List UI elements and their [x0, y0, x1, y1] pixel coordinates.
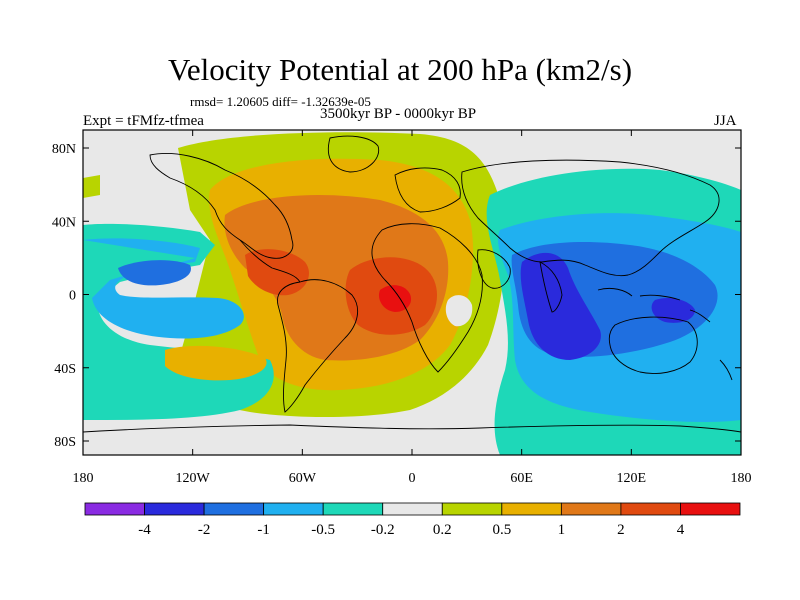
- period-label: 3500kyr BP - 0000kyr BP: [320, 106, 477, 122]
- x-tick-label: 60E: [510, 471, 533, 486]
- colorbar-box: [144, 502, 205, 516]
- map-title: Velocity Potential at 200 hPa (km2/s): [167, 52, 633, 87]
- contour-pos0.5-pacific: [165, 345, 267, 381]
- contour-field: [83, 130, 741, 455]
- colorbar-box: [620, 502, 681, 516]
- x-tick-label: 180: [731, 471, 752, 486]
- colorbar-box: [382, 502, 443, 516]
- greenland-coast: [328, 135, 380, 173]
- x-tick-label: 120E: [617, 471, 647, 486]
- experiment-label: Expt = tFMfz-tfmea: [83, 113, 204, 129]
- y-axis: 80N 40N 0 40S 80S: [52, 142, 741, 450]
- y-tick-label: 80S: [54, 435, 76, 450]
- colorbar-box: [263, 502, 324, 516]
- colorbar-box: [560, 502, 622, 516]
- coastlines: [83, 135, 741, 433]
- colorbar-box: [203, 502, 265, 516]
- x-axis: 180 120W 60W 0 60E 120E 180: [73, 130, 752, 486]
- season-label: JJA: [714, 113, 737, 129]
- y-tick-label: 0: [69, 289, 76, 304]
- europe-coast: [394, 167, 461, 213]
- colorbar-box: [501, 502, 562, 516]
- new-zealand-coast: [719, 359, 733, 381]
- contour-neg0.5-west: [83, 238, 244, 339]
- colorbar-label: 1: [558, 522, 566, 538]
- colorbar-box: [84, 502, 145, 516]
- central-america-coast: [239, 239, 301, 283]
- colorbar-label: -0.2: [371, 522, 395, 538]
- y-tick-label: 40N: [52, 215, 76, 230]
- colorbar-box: [322, 502, 384, 516]
- contour-neg-indian-hole: [445, 295, 473, 327]
- contour-neg1-west: [118, 260, 191, 286]
- indonesia-coast: [597, 287, 711, 323]
- contour-4: [378, 285, 412, 312]
- contour-neg2-east-b: [651, 298, 695, 323]
- india-coast: [539, 261, 563, 313]
- south-america-coast: [277, 279, 359, 413]
- x-tick-label: 0: [409, 471, 416, 486]
- colorbar-label: 0.5: [492, 522, 511, 538]
- colorbar-label: -4: [138, 522, 151, 538]
- contour-0.2-b: [83, 175, 100, 198]
- colorbar-label: 2: [617, 522, 625, 538]
- colorbar-label: -1: [257, 522, 270, 538]
- x-tick-label: 180: [73, 471, 94, 486]
- antarctica-coast: [83, 424, 741, 433]
- colorbar-box: [680, 502, 741, 516]
- y-tick-label: 40S: [54, 362, 76, 377]
- colorbar-label: 4: [677, 522, 685, 538]
- colorbar-box: [441, 502, 503, 516]
- colorbar-label: 0.2: [433, 522, 452, 538]
- africa-coast: [371, 223, 483, 373]
- arabia-coast: [477, 249, 511, 289]
- x-tick-label: 120W: [176, 471, 211, 486]
- colorbar-label: -2: [198, 522, 211, 538]
- asia-coast: [461, 159, 720, 277]
- australia-coast: [608, 316, 698, 374]
- contour-neg2-east: [520, 252, 601, 360]
- colorbar: -4 -2 -1 -0.5 -0.2 0.2 0.5 1 2 4: [84, 502, 741, 538]
- north-america-coast: [149, 153, 294, 259]
- y-tick-label: 80N: [52, 142, 76, 157]
- x-tick-label: 60W: [289, 471, 317, 486]
- colorbar-label: -0.5: [311, 522, 335, 538]
- stats-line: rmsd= 1.20605 diff= -1.32639e-05: [190, 94, 371, 109]
